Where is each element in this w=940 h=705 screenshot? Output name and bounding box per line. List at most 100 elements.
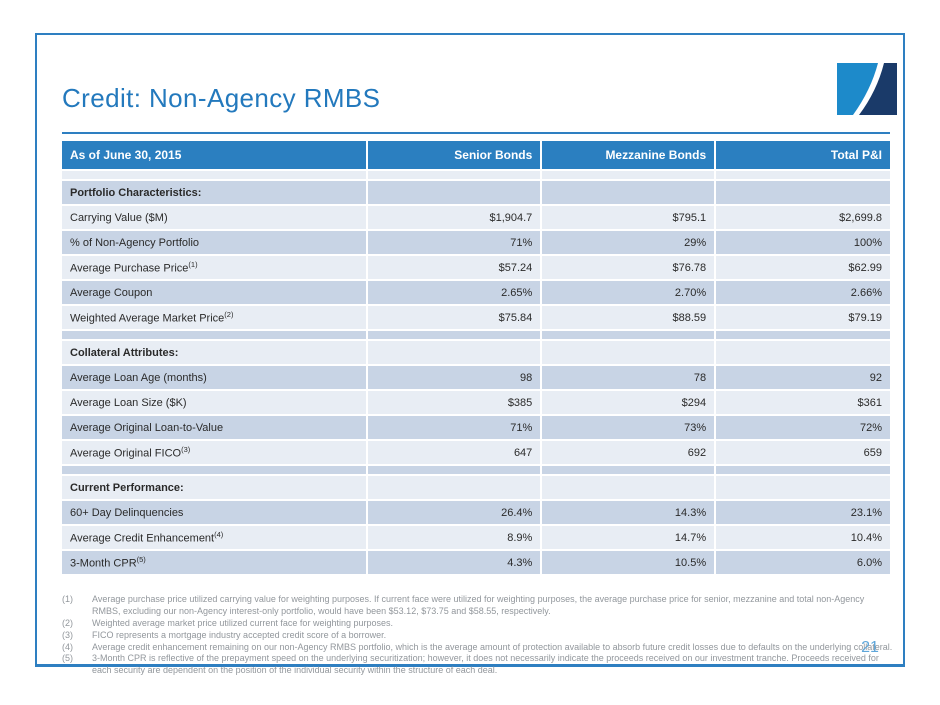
spacer-cell (716, 466, 890, 474)
cell-value: $57.24 (368, 256, 541, 279)
page-title: Credit: Non-Agency RMBS (62, 83, 381, 113)
section-label: Current Performance: (62, 476, 367, 499)
section-row: Current Performance: (62, 476, 890, 499)
row-label: Weighted Average Market Price(2) (62, 306, 367, 329)
cell-value: 692 (542, 441, 715, 464)
table-row: Average Loan Age (months) 98 78 92 (62, 366, 890, 389)
cell-value: 23.1% (716, 501, 890, 524)
page-number: 21 (861, 639, 879, 656)
row-label: Average Purchase Price(1) (62, 256, 367, 279)
table-row: Average Coupon 2.65% 2.70% 2.66% (62, 281, 890, 304)
row-label: Average Coupon (62, 281, 367, 304)
cell-value: $76.78 (542, 256, 715, 279)
cell-value: 26.4% (368, 501, 541, 524)
cell-value: 14.3% (542, 501, 715, 524)
row-label: Carrying Value ($M) (62, 206, 367, 229)
footnote: (2) Weighted average market price utilize… (62, 618, 894, 630)
cell-value: 71% (368, 231, 541, 254)
footnote: (1) Average purchase price utilized carry… (62, 594, 894, 618)
table-row: Average Loan Size ($K) $385 $294 $361 (62, 391, 890, 414)
spacer-row (62, 466, 890, 474)
cell-value: 73% (542, 416, 715, 439)
table-row: Average Original FICO(3) 647 692 659 (62, 441, 890, 464)
footnote-ref: (2) (224, 310, 234, 320)
cell-value: 29% (542, 231, 715, 254)
spacer-cell (542, 331, 715, 339)
footnote-text: Weighted average market price utilized c… (92, 617, 393, 628)
table-row: Weighted Average Market Price(2) $75.84 $8… (62, 306, 890, 329)
rmbs-table: As of June 30, 2015 Senior Bonds Mezzanine… (60, 139, 892, 576)
table-row: 3-Month CPR(5) 4.3% 10.5% 6.0% (62, 551, 890, 574)
footnote-number: (1) (62, 594, 73, 604)
footnote: (3) FICO represents a mortgage industry a… (62, 630, 894, 642)
row-label: 3-Month CPR(5) (62, 551, 367, 574)
cell-value: $75.84 (368, 306, 541, 329)
cell-value: 98 (368, 366, 541, 389)
cell-value: 10.5% (542, 551, 715, 574)
cell-value: 8.9% (368, 526, 541, 549)
cell-value (542, 181, 715, 204)
cell-value (368, 476, 541, 499)
spacer-cell (62, 331, 367, 339)
footnote-text: Average credit enhancement remaining on … (92, 641, 893, 652)
cell-value (716, 341, 890, 364)
table-row: Average Purchase Price(1) $57.24 $76.78 $62… (62, 256, 890, 279)
column-header: Mezzanine Bonds (542, 141, 715, 169)
footnote-number: (3) (62, 629, 73, 640)
cell-value: 659 (716, 441, 890, 464)
row-label: Average Original Loan-to-Value (62, 416, 367, 439)
footnote-text: Average purchase price utilized carrying… (92, 594, 865, 616)
spacer-cell (542, 171, 715, 179)
table-row: Carrying Value ($M) $1,904.7 $795.1 $2,699.… (62, 206, 890, 229)
cell-value: $361 (716, 391, 890, 414)
cell-value: 71% (368, 416, 541, 439)
cell-value: 2.65% (368, 281, 541, 304)
cell-value: 72% (716, 416, 890, 439)
cell-value (716, 181, 890, 204)
cell-value: $795.1 (542, 206, 715, 229)
spacer-cell (716, 171, 890, 179)
cell-value: $385 (368, 391, 541, 414)
title-divider (62, 132, 890, 134)
cell-value: 78 (542, 366, 715, 389)
row-label: 60+ Day Delinquencies (62, 501, 367, 524)
footnote: (4) Average credit enhancement remaining … (62, 642, 894, 654)
cell-value: $294 (542, 391, 715, 414)
cell-value (716, 476, 890, 499)
cell-value: 10.4% (716, 526, 890, 549)
cell-value: $2,699.8 (716, 206, 890, 229)
spacer-row (62, 331, 890, 339)
cell-value (542, 476, 715, 499)
spacer-cell (62, 171, 367, 179)
cell-value: 6.0% (716, 551, 890, 574)
column-header: As of June 30, 2015 (62, 141, 367, 169)
table-header-row: As of June 30, 2015 Senior Bonds Mezzanine… (62, 141, 890, 169)
footnote-number: (2) (62, 617, 73, 628)
spacer-cell (62, 466, 367, 474)
cell-value (368, 341, 541, 364)
column-header: Total P&I (716, 141, 890, 169)
table-row: 60+ Day Delinquencies 26.4% 14.3% 23.1% (62, 501, 890, 524)
cell-value: $88.59 (542, 306, 715, 329)
footnote-text: 3-Month CPR is reflective of the prepaym… (92, 653, 879, 676)
footnote-ref: (4) (214, 530, 224, 540)
footnote: (5) 3-Month CPR is reflective of the prep… (62, 653, 894, 677)
table-row: Average Original Loan-to-Value 71% 73% 72% (62, 416, 890, 439)
cell-value: $62.99 (716, 256, 890, 279)
cell-value: $79.19 (716, 306, 890, 329)
cell-value: 92 (716, 366, 890, 389)
column-header: Senior Bonds (368, 141, 541, 169)
company-logo-icon (837, 63, 897, 115)
spacer-cell (542, 466, 715, 474)
cell-value: 647 (368, 441, 541, 464)
footnotes: (1) Average purchase price utilized carry… (62, 594, 894, 677)
section-label: Collateral Attributes: (62, 341, 367, 364)
row-label: Average Original FICO(3) (62, 441, 367, 464)
row-label: Average Loan Size ($K) (62, 391, 367, 414)
spacer-cell (368, 466, 541, 474)
cell-value: 2.66% (716, 281, 890, 304)
footnote-number: (5) (62, 653, 73, 664)
section-row: Portfolio Characteristics: (62, 181, 890, 204)
table-row: Average Credit Enhancement(4) 8.9% 14.7% 10… (62, 526, 890, 549)
spacer-cell (716, 331, 890, 339)
